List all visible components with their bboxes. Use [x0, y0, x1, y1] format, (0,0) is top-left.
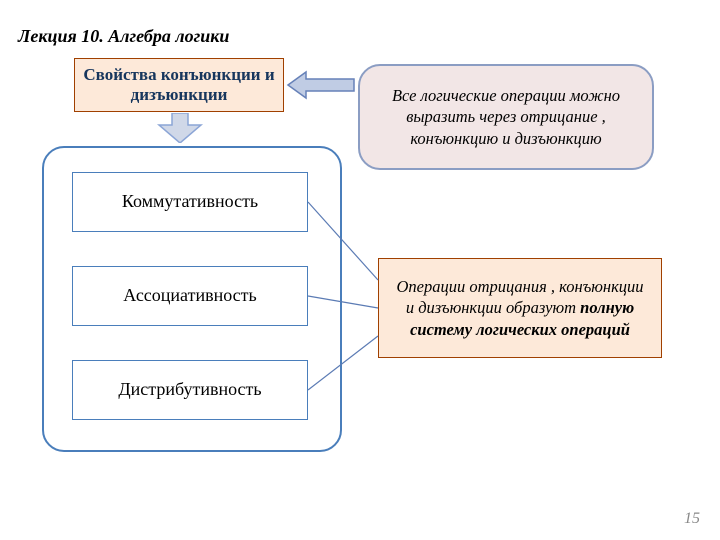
property-commutativity: Коммутативность	[72, 172, 308, 232]
page-number: 15	[684, 510, 700, 528]
property-associativity: Ассоциативность	[72, 266, 308, 326]
note-bubble: Все логические операции можно выразить ч…	[358, 64, 654, 170]
left-arrow-icon	[288, 72, 354, 98]
lecture-title: Лекция 10. Алгебра логики	[18, 26, 229, 47]
header-properties-box: Свойства конъюнкции и дизъюнкции	[74, 58, 284, 112]
system-box: Операции отрицания , конъюнкции и дизъюн…	[378, 258, 662, 358]
property-distributivity: Дистрибутивность	[72, 360, 308, 420]
down-arrow-icon	[155, 113, 205, 143]
